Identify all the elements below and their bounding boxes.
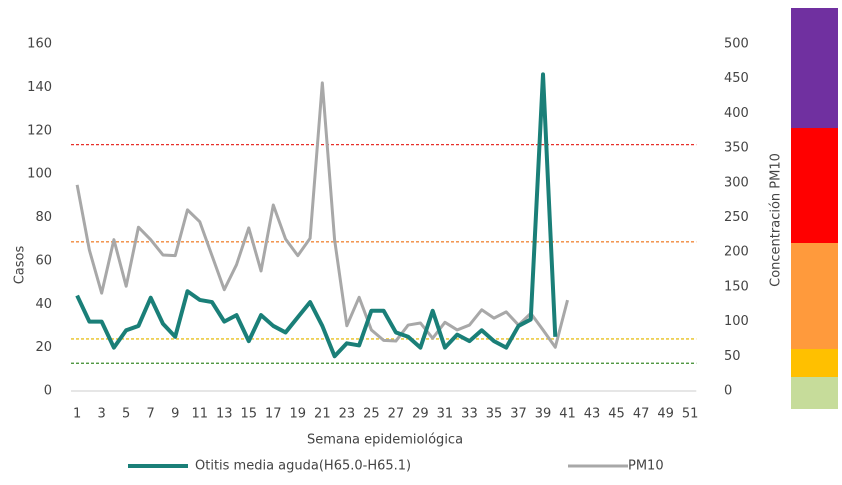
x-tick-label: 9 [171, 407, 179, 422]
y2-tick-label: 150 [724, 279, 749, 294]
x-tick-label: 45 [608, 407, 625, 422]
y-tick-label: 40 [35, 297, 52, 312]
x-tick-label: 21 [314, 407, 331, 422]
x-tick-label: 49 [657, 407, 674, 422]
y-tick-label: 100 [27, 167, 52, 182]
y-tick-label: 0 [44, 384, 52, 399]
x-tick-label: 11 [191, 407, 208, 422]
x-tick-label: 43 [584, 407, 601, 422]
y2-tick-label: 50 [724, 349, 741, 364]
series-line [75, 81, 569, 349]
x-tick-label: 23 [339, 407, 356, 422]
x-tick-label: 17 [265, 407, 282, 422]
y-axis-title: Casos [13, 246, 28, 285]
x-tick-label: 37 [510, 407, 527, 422]
scale-green [791, 377, 838, 409]
y2-tick-label: 0 [724, 384, 732, 399]
x-tick-label: 5 [122, 407, 130, 422]
y-tick-label: 20 [35, 340, 52, 355]
y-tick-label: 120 [27, 123, 52, 138]
y2-tick-label: 200 [724, 245, 749, 260]
x-tick-label: 35 [486, 407, 503, 422]
y2-tick-label: 400 [724, 106, 749, 121]
y-tick-label: 60 [35, 253, 52, 268]
x-tick-label: 19 [290, 407, 307, 422]
x-tick-label: 39 [535, 407, 552, 422]
y-tick-label: 140 [27, 80, 52, 95]
x-tick-label: 7 [147, 407, 155, 422]
y2-tick-label: 300 [724, 175, 749, 190]
x-tick-label: 3 [98, 407, 106, 422]
x-tick-label: 15 [240, 407, 257, 422]
x-tick-label: 41 [559, 407, 576, 422]
x-tick-label: 33 [461, 407, 478, 422]
x-tick-label: 27 [388, 407, 405, 422]
series-line [75, 72, 558, 359]
color-scale [791, 8, 838, 409]
scale-yellow [791, 349, 838, 377]
scale-orange [791, 243, 838, 349]
x-tick-label: 13 [216, 407, 233, 422]
y2-tick-label: 100 [724, 314, 749, 329]
y2-tick-label: 250 [724, 210, 749, 225]
scale-purple [791, 8, 838, 128]
y2-tick-label: 450 [724, 71, 749, 86]
y2-axis-title: Concentración PM10 [769, 153, 784, 287]
x-tick-label: 47 [633, 407, 650, 422]
x-tick-label: 1 [73, 407, 81, 422]
x-tick-label: 25 [363, 407, 380, 422]
x-tick-label: 31 [437, 407, 454, 422]
y-tick-label: 80 [35, 210, 52, 225]
legend-label: Otitis media aguda(H65.0-H65.1) [195, 459, 411, 474]
y2-tick-label: 350 [724, 141, 749, 156]
x-axis-title: Semana epidemiológica [307, 433, 463, 448]
x-tick-label: 29 [412, 407, 429, 422]
x-tick-label: 51 [682, 407, 699, 422]
scale-red [791, 128, 838, 243]
y-tick-label: 160 [27, 37, 52, 52]
y2-tick-label: 500 [724, 37, 749, 52]
legend-label: PM10 [628, 459, 664, 474]
